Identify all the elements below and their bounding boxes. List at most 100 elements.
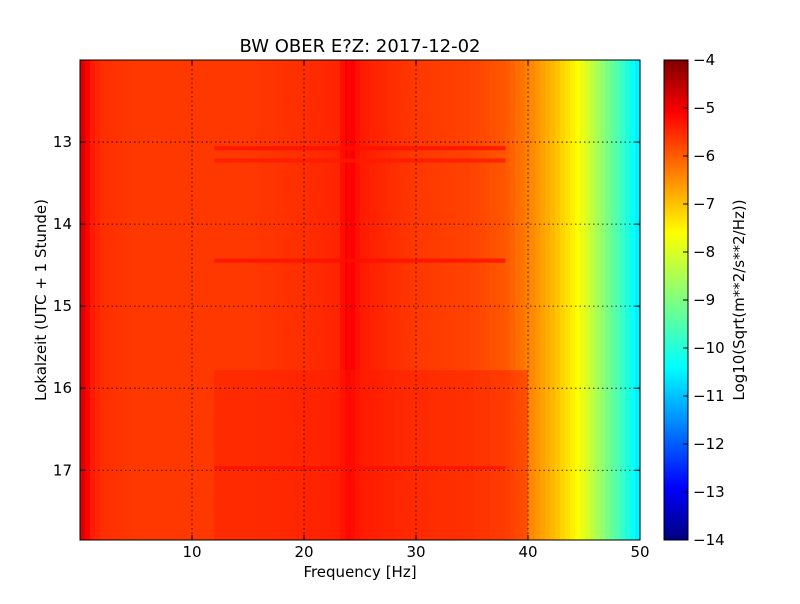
heatmap-column [455, 60, 461, 540]
heatmap-column [225, 60, 231, 540]
heatmap-column [220, 60, 226, 540]
heatmap-column [425, 60, 431, 540]
heatmap-column [430, 60, 436, 540]
x-axis-ticks: 10 20 30 40 50 [182, 60, 650, 561]
heatmap-column [200, 60, 206, 540]
heatmap-column [165, 60, 171, 540]
heatmap-column [120, 60, 126, 540]
heatmap-column [490, 60, 496, 540]
heatmap-column [515, 60, 521, 540]
heatmap-column [470, 60, 476, 540]
heatmap-column [255, 60, 261, 540]
heatmap-column [140, 60, 146, 540]
colorbar-ticks: −4 −5 −6 −7 −8 −9 −10 −11 −12 −13 −14 [683, 51, 725, 549]
grid-lines [80, 60, 640, 540]
colorbar-tick-label: −12 [693, 435, 725, 453]
heatmap-column [390, 60, 396, 540]
heatmap-column [185, 60, 191, 540]
heatmap-column [240, 60, 246, 540]
heatmap-column [290, 60, 296, 540]
colorbar-tick-label: −10 [693, 339, 725, 357]
heatmap-column [315, 60, 321, 540]
y-tick-label: 14 [53, 215, 72, 233]
heatmap-column [445, 60, 451, 540]
y-tick-label: 13 [53, 133, 72, 151]
heatmap-column [150, 60, 156, 540]
heatmap-column [510, 60, 516, 540]
heatmap-column [205, 60, 211, 540]
colorbar-label: Log10(Sqrt(m**2/s**2/Hz)) [730, 199, 748, 400]
heatmap-column [500, 60, 506, 540]
plot-frame [79, 59, 641, 541]
heatmap-column [195, 60, 201, 540]
heatmap-column [110, 60, 116, 540]
heatmap-column [300, 60, 306, 540]
heatmap-column [310, 60, 316, 540]
heatmap-column [535, 60, 541, 540]
colorbar-tick-label: −14 [693, 531, 725, 549]
y-axis-ticks: 13 14 15 16 17 [53, 133, 640, 479]
heatmap-column [405, 60, 411, 540]
heatmap-column [180, 60, 186, 540]
colorbar: −4 −5 −6 −7 −8 −9 −10 −11 −12 −13 −14 [663, 51, 725, 549]
heatmap-column [230, 60, 236, 540]
x-axis-label: Frequency [Hz] [303, 563, 416, 581]
heatmap-band [214, 146, 506, 151]
heatmap-column [385, 60, 391, 540]
heatmap-column [485, 60, 491, 540]
heatmap-column [545, 60, 551, 540]
heatmap-column [565, 60, 571, 540]
heatmap-column [360, 60, 366, 540]
heatmap-column [90, 60, 96, 540]
heatmap-column [210, 60, 216, 540]
heatmap-column [625, 60, 631, 540]
colorbar-tick-label: −6 [693, 147, 715, 165]
heatmap-band [214, 158, 506, 163]
heatmap-column [450, 60, 456, 540]
heatmap-column [590, 60, 596, 540]
heatmap-column [340, 60, 346, 540]
heatmap-column [125, 60, 131, 540]
heatmap-column [105, 60, 111, 540]
heatmap-column [80, 60, 86, 540]
heatmap-column [555, 60, 561, 540]
y-tick-label: 15 [53, 297, 72, 315]
heatmap-column [380, 60, 386, 540]
heatmap-column [600, 60, 606, 540]
colorbar-tick-label: −9 [693, 291, 715, 309]
heatmap-column [280, 60, 286, 540]
heatmap-column [95, 60, 101, 540]
heatmap-column [480, 60, 486, 540]
heatmap-column [460, 60, 466, 540]
heatmap-column [550, 60, 556, 540]
heatmap-cells [80, 60, 641, 540]
y-tick-label: 17 [53, 461, 72, 479]
heatmap-column [605, 60, 611, 540]
heatmap-column [570, 60, 576, 540]
heatmap-column [370, 60, 376, 540]
heatmap-column [530, 60, 536, 540]
heatmap-column [595, 60, 601, 540]
heatmap-column [115, 60, 121, 540]
heatmap-column [355, 60, 361, 540]
heatmap-column [505, 60, 511, 540]
heatmap-column [85, 60, 91, 540]
heatmap-column [560, 60, 566, 540]
x-tick-label: 10 [182, 543, 201, 561]
colorbar-tick-label: −4 [693, 51, 715, 69]
heatmap-column [615, 60, 621, 540]
heatmap-column [175, 60, 181, 540]
heatmap-column [435, 60, 441, 540]
y-axis-label: Lokalzeit (UTC + 1 Stunde) [32, 199, 50, 401]
heatmap-column [160, 60, 166, 540]
heatmap-column [235, 60, 241, 540]
heatmap-column [155, 60, 161, 540]
colorbar-tick-label: −8 [693, 243, 715, 261]
heatmap-column [415, 60, 421, 540]
heatmap-column [365, 60, 371, 540]
heatmap-column [610, 60, 616, 540]
colorbar-tick-label: −13 [693, 483, 725, 501]
heatmap-column [295, 60, 301, 540]
colorbar-tick-label: −11 [693, 387, 725, 405]
